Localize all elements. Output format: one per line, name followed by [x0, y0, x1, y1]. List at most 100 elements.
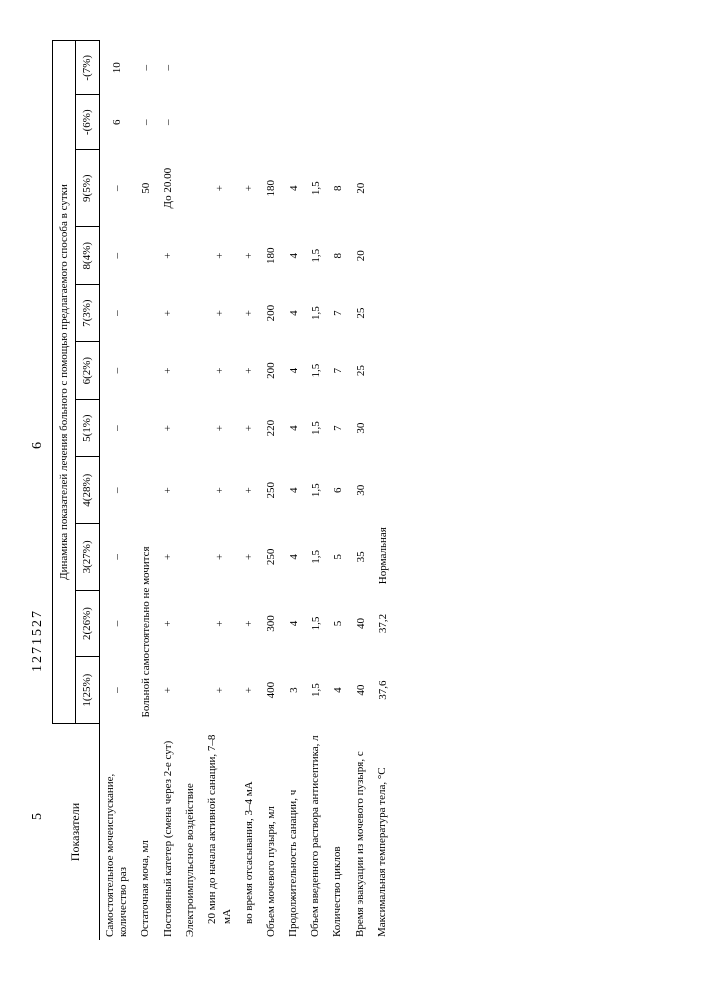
data-cell: + [201, 284, 238, 341]
data-cell [350, 41, 372, 96]
param-header: Показатели [53, 724, 100, 941]
data-cell: – [99, 342, 135, 399]
data-cell: 6 [99, 95, 135, 149]
data-cell: 4 [327, 657, 349, 724]
data-cell: 4 [283, 149, 305, 227]
data-cell: 400 [260, 657, 282, 724]
data-cell [180, 590, 202, 657]
data-cell: 180 [260, 227, 282, 284]
data-cell: 4 [283, 457, 305, 524]
data-cell: 1,5 [305, 657, 327, 724]
data-cell: 37,2 [372, 590, 394, 657]
data-cell: 1,5 [305, 590, 327, 657]
data-cell [201, 41, 238, 96]
data-cell: + [201, 149, 238, 227]
data-cell: 8 [327, 227, 349, 284]
doc-id: 1271527 [30, 609, 46, 672]
data-cell: + [157, 657, 179, 724]
data-cell: + [157, 524, 179, 591]
data-cell: + [238, 284, 260, 341]
data-cell [180, 399, 202, 456]
table-row: Объем введенного раствора антисептика, л… [305, 41, 327, 941]
data-cell: + [201, 342, 238, 399]
data-cell: 3 [283, 657, 305, 724]
data-cell: 200 [260, 342, 282, 399]
data-cell: – [99, 227, 135, 284]
row-sublabel: во время отсасывания, 3–4 мА [238, 724, 260, 941]
data-cell: + [201, 227, 238, 284]
data-cell [238, 95, 260, 149]
data-cell: + [157, 457, 179, 524]
data-cell: 1,5 [305, 149, 327, 227]
data-cell [180, 284, 202, 341]
row-label: Объем введенного раствора антисептика, л [305, 724, 327, 941]
data-cell: + [238, 657, 260, 724]
data-cell [327, 41, 349, 96]
data-cell [350, 95, 372, 149]
col-header: 1(25%) [76, 657, 99, 724]
data-cell: 1,5 [305, 524, 327, 591]
col-header: -(6%) [76, 95, 99, 149]
data-cell: + [157, 284, 179, 341]
row-label: Продолжительность санации, ч [283, 724, 305, 941]
data-cell: 8 [327, 149, 349, 227]
table-row: Объем мочевого пузыря, мл400300250250220… [260, 41, 282, 941]
data-cell: + [157, 342, 179, 399]
data-cell: + [238, 227, 260, 284]
row-label: Объем мочевого пузыря, мл [260, 724, 282, 941]
data-cell: + [157, 227, 179, 284]
row-label: Электроимпульсное воздействие [180, 724, 202, 941]
table-row: Продолжительность санации, ч344444444 [283, 41, 305, 941]
col-header: 8(4%) [76, 227, 99, 284]
data-cell: + [238, 149, 260, 227]
data-cell: 1,5 [305, 227, 327, 284]
data-cell: 250 [260, 457, 282, 524]
row-label: Самостоятельное мочеиспускание, количест… [99, 724, 135, 941]
data-cell: 1,5 [305, 342, 327, 399]
table-row: Самостоятельное мочеиспускание, количест… [99, 41, 135, 941]
row-label: Максимальная температура тела, °С [372, 724, 394, 941]
data-cell: 4 [283, 590, 305, 657]
data-cell: + [238, 457, 260, 524]
data-cell: 30 [350, 399, 372, 456]
data-cell: 25 [350, 284, 372, 341]
data-cell: 25 [350, 342, 372, 399]
data-cell: 37,6 [372, 657, 394, 724]
data-cell: + [157, 399, 179, 456]
row-label: Остаточная моча, мл [135, 724, 157, 941]
data-cell: 30 [350, 457, 372, 524]
data-cell: 50 [135, 149, 157, 227]
data-cell [180, 227, 202, 284]
data-cell [305, 41, 327, 96]
data-cell [180, 657, 202, 724]
data-cell: 4 [283, 227, 305, 284]
data-cell: 180 [260, 149, 282, 227]
data-cell [260, 41, 282, 96]
data-cell: – [157, 41, 179, 96]
data-cell: 35 [350, 524, 372, 591]
data-cell: 7 [327, 342, 349, 399]
data-cell [180, 95, 202, 149]
data-cell: + [238, 524, 260, 591]
data-cell: 5 [327, 524, 349, 591]
data-cell [180, 149, 202, 227]
data-cell: 1,5 [305, 284, 327, 341]
data-cell [327, 95, 349, 149]
data-cell: – [99, 457, 135, 524]
data-table: Показатели Динамика показателей лечения … [52, 40, 394, 940]
data-cell: + [157, 590, 179, 657]
data-cell: 10 [99, 41, 135, 96]
spanning-cell: Больной самостоятельно не мочится [135, 227, 157, 724]
col-header: 6(2%) [76, 342, 99, 399]
table-row: 20 мин до начала активной санации, 7–8 м… [201, 41, 238, 941]
data-cell: + [201, 657, 238, 724]
data-cell: 7 [327, 284, 349, 341]
data-cell: 300 [260, 590, 282, 657]
row-sublabel: 20 мин до начала активной санации, 7–8 м… [201, 724, 238, 941]
data-cell: – [99, 399, 135, 456]
table-row: Время эвакуации из мочевого пузыря, с404… [350, 41, 372, 941]
data-cell: – [135, 95, 157, 149]
data-cell: + [201, 457, 238, 524]
super-header: Динамика показателей лечения больного с … [53, 41, 76, 724]
data-cell [283, 41, 305, 96]
